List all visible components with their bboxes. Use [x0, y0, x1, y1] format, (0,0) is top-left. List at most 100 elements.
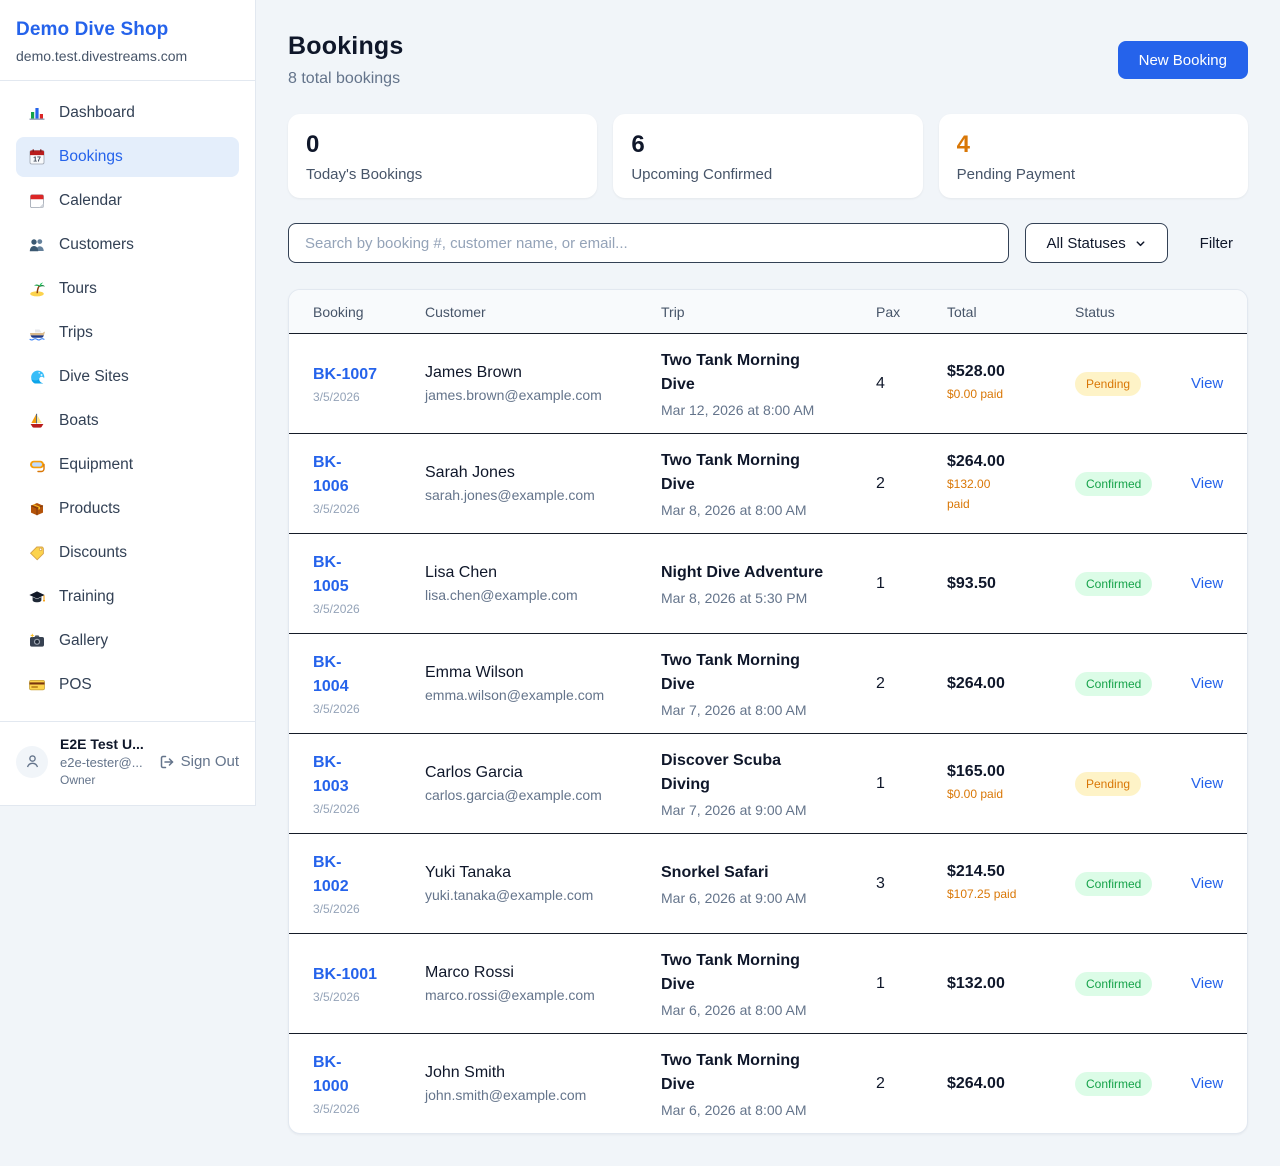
trip-cell: Discover Scuba Diving Mar 7, 2026 at 9:0… — [661, 749, 876, 818]
booking-number-link[interactable]: BK- 1006 — [313, 454, 349, 495]
booking-number-link[interactable]: BK- 1004 — [313, 654, 349, 695]
wave-icon — [28, 368, 46, 386]
sidebar-item-label: Dive Sites — [59, 368, 129, 385]
paid-amount: $132.00 paid — [947, 477, 991, 511]
page-header: Bookings 8 total bookings New Booking — [288, 32, 1248, 88]
tear-off-calendar-icon — [28, 192, 46, 210]
actions-cell: View — [1191, 1075, 1223, 1093]
sidebar-item-calendar[interactable]: Calendar — [16, 181, 239, 221]
people-icon — [28, 236, 46, 254]
filter-bar: All Statuses Filter — [288, 223, 1248, 263]
sidebar-item-tours[interactable]: Tours — [16, 269, 239, 309]
view-link[interactable]: View — [1191, 374, 1224, 392]
sidebar-item-label: Tours — [59, 280, 97, 297]
view-link[interactable]: View — [1191, 874, 1224, 892]
trip-cell: Two Tank Morning Dive Mar 12, 2026 at 8:… — [661, 349, 876, 418]
total-amount: $93.50 — [947, 574, 996, 592]
booking-number-link[interactable]: BK-1007 — [313, 366, 378, 383]
new-booking-button[interactable]: New Booking — [1117, 41, 1248, 79]
sidebar-item-products[interactable]: Products — [16, 489, 239, 529]
view-link[interactable]: View — [1191, 774, 1224, 792]
sidebar-item-gallery[interactable]: Gallery — [16, 621, 239, 661]
customer-name: Sarah Jones — [425, 464, 515, 481]
booking-number-link[interactable]: BK-1001 — [313, 966, 378, 983]
view-link[interactable]: View — [1191, 974, 1224, 992]
trip-datetime: Mar 8, 2026 at 5:30 PM — [661, 590, 808, 606]
customer-cell: Emma Wilson emma.wilson@example.com — [425, 664, 661, 703]
booking-cell: BK- 1003 3/5/2026 — [313, 751, 425, 816]
filter-button[interactable]: Filter — [1199, 234, 1233, 252]
table-header-row: Booking Customer Trip Pax Total Status — [289, 290, 1247, 333]
trip-cell: Two Tank Morning Dive Mar 6, 2026 at 8:0… — [661, 1049, 876, 1118]
page-title: Bookings — [288, 32, 404, 60]
view-link[interactable]: View — [1191, 1074, 1224, 1092]
brand-header: Demo Dive Shop demo.test.divestreams.com — [0, 0, 255, 81]
stat-label: Pending Payment — [956, 166, 1076, 183]
booking-cell: BK- 1000 3/5/2026 — [313, 1051, 425, 1116]
search-input[interactable] — [288, 223, 1009, 263]
view-link[interactable]: View — [1191, 474, 1224, 492]
trip-cell: Two Tank Morning Dive Mar 6, 2026 at 8:0… — [661, 949, 876, 1018]
trip-datetime: Mar 6, 2026 at 8:00 AM — [661, 1102, 807, 1118]
customer-cell: Marco Rossi marco.rossi@example.com — [425, 964, 661, 1003]
trip-cell: Two Tank Morning Dive Mar 7, 2026 at 8:0… — [661, 649, 876, 718]
status-badge: Confirmed — [1075, 471, 1153, 496]
trip-name: Discover Scuba Diving — [661, 752, 782, 793]
total-cell: $264.00 — [947, 1075, 1075, 1093]
actions-cell: View — [1191, 375, 1223, 393]
status-select[interactable]: All Statuses — [1024, 223, 1168, 263]
trip-datetime: Mar 7, 2026 at 9:00 AM — [661, 802, 807, 818]
booking-cell: BK- 1004 3/5/2026 — [313, 651, 425, 716]
column-header-booking: Booking — [313, 303, 364, 320]
total-cell: $132.00 — [947, 975, 1075, 993]
sidebar-item-dive-sites[interactable]: Dive Sites — [16, 357, 239, 397]
booking-number-link[interactable]: BK- 1005 — [313, 554, 349, 595]
table-row: BK- 1003 3/5/2026 Carlos Garcia carlos.g… — [289, 733, 1247, 833]
sidebar-item-equipment[interactable]: Equipment — [16, 445, 239, 485]
actions-cell: View — [1191, 775, 1223, 793]
customer-name: Carlos Garcia — [425, 764, 523, 781]
booking-number-link[interactable]: BK- 1000 — [313, 1054, 349, 1095]
total-amount: $264.00 — [947, 1074, 1005, 1092]
view-link[interactable]: View — [1191, 574, 1224, 592]
trip-cell: Night Dive Adventure Mar 8, 2026 at 5:30… — [661, 561, 876, 606]
camera-icon — [28, 632, 46, 650]
sidebar-item-discounts[interactable]: Discounts — [16, 533, 239, 573]
sidebar-item-customers[interactable]: Customers — [16, 225, 239, 265]
status-cell: Pending — [1075, 371, 1191, 396]
person-icon — [26, 755, 38, 768]
speedboat-icon — [28, 324, 46, 342]
sign-out-button[interactable]: Sign Out — [159, 753, 239, 770]
table-row: BK- 1004 3/5/2026 Emma Wilson emma.wilso… — [289, 633, 1247, 733]
status-cell: Confirmed — [1075, 671, 1191, 696]
booking-number-link[interactable]: BK- 1002 — [313, 854, 349, 895]
booking-number-link[interactable]: BK- 1003 — [313, 754, 349, 795]
sidebar-item-label: POS — [59, 676, 92, 693]
status-cell: Confirmed — [1075, 571, 1191, 596]
sidebar-item-dashboard[interactable]: Dashboard — [16, 93, 239, 133]
booking-cell: BK- 1002 3/5/2026 — [313, 851, 425, 916]
sidebar-item-trips[interactable]: Trips — [16, 313, 239, 353]
actions-cell: View — [1191, 675, 1223, 693]
booking-cell: BK- 1005 3/5/2026 — [313, 551, 425, 616]
paid-amount: $0.00 paid — [947, 386, 1004, 401]
pax-cell: 1 — [876, 974, 885, 992]
trip-name: Night Dive Adventure — [661, 564, 824, 581]
sidebar-item-label: Boats — [59, 412, 99, 429]
avatar — [16, 745, 48, 778]
sidebar-item-bookings[interactable]: 17 Bookings — [16, 137, 239, 177]
booking-date: 3/5/2026 — [313, 602, 360, 616]
user-name: E2E Test U... — [60, 736, 144, 752]
view-link[interactable]: View — [1191, 674, 1224, 692]
table-row: BK-1007 3/5/2026 James Brown james.brown… — [289, 333, 1247, 433]
customer-name: Marco Rossi — [425, 964, 514, 981]
sidebar-item-pos[interactable]: POS — [16, 665, 239, 705]
sidebar-item-label: Products — [59, 500, 121, 517]
pax-cell: 1 — [876, 774, 885, 792]
status-cell: Confirmed — [1075, 471, 1191, 496]
stat-label: Upcoming Confirmed — [631, 166, 773, 183]
sidebar-item-training[interactable]: Training — [16, 577, 239, 617]
sidebar-item-boats[interactable]: Boats — [16, 401, 239, 441]
sidebar-item-label: Bookings — [59, 148, 123, 165]
booking-date: 3/5/2026 — [313, 802, 360, 816]
